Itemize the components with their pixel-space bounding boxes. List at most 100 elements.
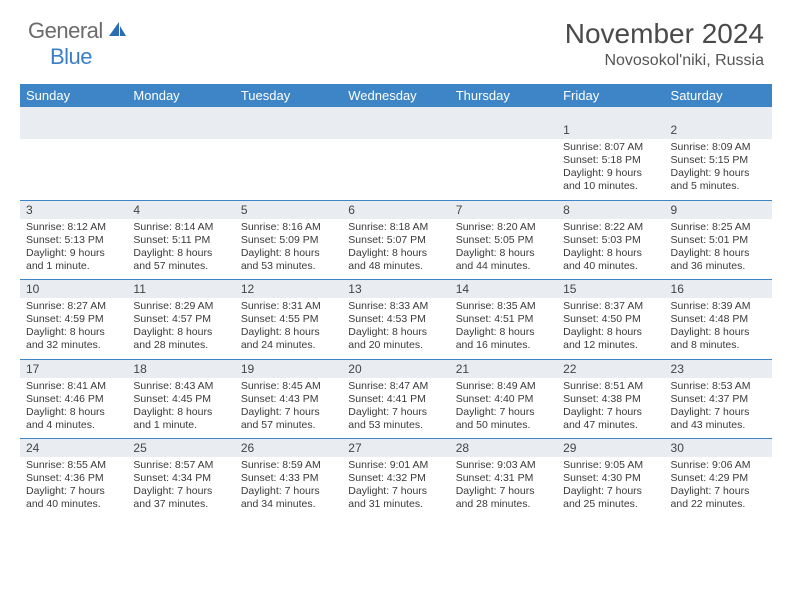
detail-line: Sunrise: 8:53 AM <box>671 380 766 393</box>
detail-line: Daylight: 7 hours <box>563 406 658 419</box>
day-detail-cell: Sunrise: 8:16 AMSunset: 5:09 PMDaylight:… <box>235 219 342 280</box>
day-detail-cell: Sunrise: 8:07 AMSunset: 5:18 PMDaylight:… <box>557 139 664 200</box>
day-number-cell: 21 <box>450 359 557 378</box>
detail-line: and 10 minutes. <box>563 180 658 193</box>
day-detail-cell: Sunrise: 9:01 AMSunset: 4:32 PMDaylight:… <box>342 457 449 518</box>
day-number-cell <box>127 121 234 139</box>
detail-line: Sunset: 4:53 PM <box>348 313 443 326</box>
detail-line: Sunrise: 8:25 AM <box>671 221 766 234</box>
detail-line: Sunrise: 8:29 AM <box>133 300 228 313</box>
detail-line: Sunset: 4:38 PM <box>563 393 658 406</box>
detail-line: Daylight: 9 hours <box>26 247 121 260</box>
day-detail-cell <box>235 139 342 200</box>
detail-line: Daylight: 7 hours <box>563 485 658 498</box>
detail-line: and 31 minutes. <box>348 498 443 511</box>
detail-line: and 36 minutes. <box>671 260 766 273</box>
detail-line: and 20 minutes. <box>348 339 443 352</box>
detail-line: Sunset: 4:36 PM <box>26 472 121 485</box>
detail-line: Daylight: 7 hours <box>241 485 336 498</box>
day-number-cell: 16 <box>665 280 772 299</box>
day-detail-cell: Sunrise: 8:22 AMSunset: 5:03 PMDaylight:… <box>557 219 664 280</box>
day-detail-cell: Sunrise: 8:49 AMSunset: 4:40 PMDaylight:… <box>450 378 557 439</box>
detail-line: and 53 minutes. <box>348 419 443 432</box>
day-detail-cell <box>20 139 127 200</box>
day-header: Wednesday <box>342 84 449 107</box>
detail-line: and 57 minutes. <box>133 260 228 273</box>
detail-line: and 44 minutes. <box>456 260 551 273</box>
detail-line: and 43 minutes. <box>671 419 766 432</box>
day-number-cell: 2 <box>665 121 772 139</box>
day-number-cell: 29 <box>557 439 664 458</box>
day-number-cell: 27 <box>342 439 449 458</box>
detail-line: Sunset: 4:32 PM <box>348 472 443 485</box>
detail-line: Sunrise: 8:39 AM <box>671 300 766 313</box>
detail-line: Sunrise: 8:22 AM <box>563 221 658 234</box>
day-detail-cell: Sunrise: 8:47 AMSunset: 4:41 PMDaylight:… <box>342 378 449 439</box>
detail-line: Sunset: 4:59 PM <box>26 313 121 326</box>
day-number-cell: 1 <box>557 121 664 139</box>
detail-line: and 28 minutes. <box>456 498 551 511</box>
detail-line: Sunset: 5:15 PM <box>671 154 766 167</box>
day-number-cell <box>20 121 127 139</box>
detail-line: Sunrise: 8:55 AM <box>26 459 121 472</box>
detail-line: Sunrise: 9:06 AM <box>671 459 766 472</box>
detail-line: Sunset: 4:31 PM <box>456 472 551 485</box>
spacer-row <box>20 107 772 121</box>
detail-line: Sunrise: 8:07 AM <box>563 141 658 154</box>
detail-line: Sunrise: 8:49 AM <box>456 380 551 393</box>
day-detail-row: Sunrise: 8:41 AMSunset: 4:46 PMDaylight:… <box>20 378 772 439</box>
detail-line: Sunrise: 8:27 AM <box>26 300 121 313</box>
detail-line: Sunset: 5:07 PM <box>348 234 443 247</box>
day-number-row: 24252627282930 <box>20 439 772 458</box>
day-detail-cell: Sunrise: 8:57 AMSunset: 4:34 PMDaylight:… <box>127 457 234 518</box>
detail-line: and 12 minutes. <box>563 339 658 352</box>
day-detail-cell: Sunrise: 8:12 AMSunset: 5:13 PMDaylight:… <box>20 219 127 280</box>
detail-line: Sunrise: 8:18 AM <box>348 221 443 234</box>
day-number-cell: 8 <box>557 200 664 219</box>
detail-line: Sunset: 4:51 PM <box>456 313 551 326</box>
detail-line: Sunrise: 8:09 AM <box>671 141 766 154</box>
day-number-cell: 4 <box>127 200 234 219</box>
day-number-cell <box>342 121 449 139</box>
day-detail-cell: Sunrise: 8:25 AMSunset: 5:01 PMDaylight:… <box>665 219 772 280</box>
day-number-cell: 20 <box>342 359 449 378</box>
detail-line: Sunrise: 9:05 AM <box>563 459 658 472</box>
day-number-cell: 14 <box>450 280 557 299</box>
detail-line: Daylight: 8 hours <box>133 326 228 339</box>
detail-line: Daylight: 7 hours <box>456 485 551 498</box>
detail-line: and 40 minutes. <box>563 260 658 273</box>
day-number-row: 12 <box>20 121 772 139</box>
day-detail-cell: Sunrise: 9:05 AMSunset: 4:30 PMDaylight:… <box>557 457 664 518</box>
day-number-cell: 18 <box>127 359 234 378</box>
detail-line: Sunrise: 9:03 AM <box>456 459 551 472</box>
detail-line: and 50 minutes. <box>456 419 551 432</box>
day-detail-cell: Sunrise: 8:37 AMSunset: 4:50 PMDaylight:… <box>557 298 664 359</box>
day-detail-cell: Sunrise: 8:55 AMSunset: 4:36 PMDaylight:… <box>20 457 127 518</box>
detail-line: Daylight: 8 hours <box>563 326 658 339</box>
logo: General Blue <box>28 18 127 70</box>
detail-line: Daylight: 8 hours <box>456 326 551 339</box>
day-number-cell: 10 <box>20 280 127 299</box>
detail-line: Sunset: 4:29 PM <box>671 472 766 485</box>
day-number-row: 3456789 <box>20 200 772 219</box>
day-header: Saturday <box>665 84 772 107</box>
logo-part2: Blue <box>50 44 92 69</box>
detail-line: Sunrise: 8:31 AM <box>241 300 336 313</box>
day-number-cell: 30 <box>665 439 772 458</box>
day-number-cell: 26 <box>235 439 342 458</box>
day-detail-cell: Sunrise: 8:59 AMSunset: 4:33 PMDaylight:… <box>235 457 342 518</box>
detail-line: Daylight: 7 hours <box>456 406 551 419</box>
day-number-row: 10111213141516 <box>20 280 772 299</box>
day-detail-row: Sunrise: 8:07 AMSunset: 5:18 PMDaylight:… <box>20 139 772 200</box>
detail-line: Sunrise: 8:20 AM <box>456 221 551 234</box>
logo-text: General Blue <box>28 18 127 70</box>
detail-line: Sunrise: 8:16 AM <box>241 221 336 234</box>
day-number-cell: 11 <box>127 280 234 299</box>
day-number-cell <box>450 121 557 139</box>
detail-line: Sunset: 4:45 PM <box>133 393 228 406</box>
day-number-cell <box>235 121 342 139</box>
day-number-cell: 13 <box>342 280 449 299</box>
detail-line: and 57 minutes. <box>241 419 336 432</box>
detail-line: Sunset: 5:13 PM <box>26 234 121 247</box>
day-detail-cell: Sunrise: 8:45 AMSunset: 4:43 PMDaylight:… <box>235 378 342 439</box>
